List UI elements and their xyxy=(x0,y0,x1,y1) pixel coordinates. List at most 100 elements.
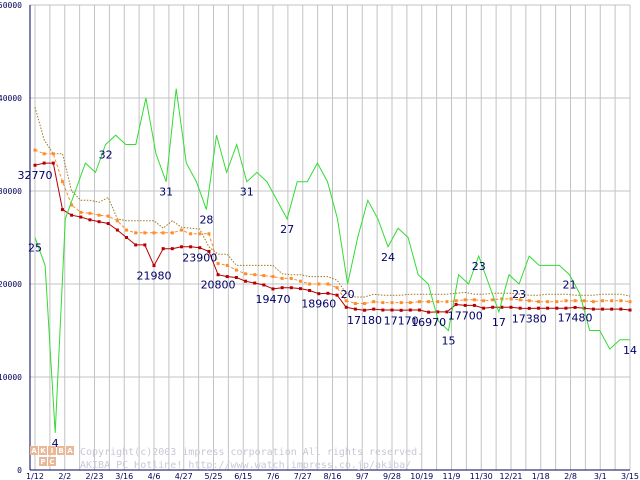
data-point xyxy=(445,300,449,304)
data-point xyxy=(610,299,614,303)
data-point xyxy=(363,302,367,306)
data-label: 25 xyxy=(28,242,42,255)
data-point xyxy=(60,208,64,212)
x-tick-label: 9/7 xyxy=(356,472,369,480)
data-point xyxy=(436,300,440,304)
data-label: 4 xyxy=(52,437,59,450)
logo-letter: B xyxy=(58,447,63,455)
data-point xyxy=(70,203,74,207)
data-point xyxy=(445,310,449,314)
data-point xyxy=(143,231,147,235)
data-point xyxy=(280,286,284,290)
data-point xyxy=(509,297,513,301)
data-point xyxy=(546,306,550,310)
data-point xyxy=(271,287,275,291)
series-line-minimum-price xyxy=(34,162,631,313)
data-point xyxy=(134,231,138,235)
data-point xyxy=(335,286,339,290)
data-point xyxy=(326,282,330,286)
data-point xyxy=(60,180,64,184)
data-point xyxy=(262,283,266,287)
data-point xyxy=(326,291,330,295)
logo-letter: P xyxy=(40,458,45,466)
data-point xyxy=(216,262,220,266)
data-label: 24 xyxy=(381,251,395,264)
x-axis: 1/12 2/2 2/23 3/16 4/6 4/27 5/25 6/15 7/6 7/27 8/1… xyxy=(26,472,639,480)
data-point xyxy=(42,161,46,165)
data-point xyxy=(70,213,74,217)
data-point xyxy=(115,228,119,232)
data-point xyxy=(106,214,110,218)
data-point xyxy=(51,161,55,165)
data-label: 17180 xyxy=(347,314,382,327)
data-point xyxy=(152,231,156,235)
data-point xyxy=(628,300,632,304)
data-point xyxy=(591,300,595,304)
data-point xyxy=(207,249,211,253)
data-point xyxy=(381,308,385,312)
x-tick-label: 3/16 xyxy=(115,472,133,480)
x-tick-label: 3/1 xyxy=(594,472,607,480)
data-point xyxy=(97,220,101,224)
data-point xyxy=(88,211,92,215)
data-point xyxy=(353,302,357,306)
data-point xyxy=(536,300,540,304)
copyright-line: Copyright(c)2003 impress corporation All… xyxy=(80,447,423,458)
data-point xyxy=(244,279,248,283)
data-point xyxy=(454,302,458,306)
y-tick-label: 0 xyxy=(17,466,22,475)
y-axis: 0 10000 20000 30000 40000 50000 xyxy=(0,1,22,475)
logo-block xyxy=(66,446,74,455)
data-point xyxy=(436,310,440,314)
data-label: 17480 xyxy=(558,311,593,324)
y-tick-label: 10000 xyxy=(0,373,22,382)
data-point xyxy=(88,218,92,222)
data-point xyxy=(234,275,238,279)
x-tick-label: 6/15 xyxy=(234,472,252,480)
data-point xyxy=(179,228,183,232)
data-label: 17 xyxy=(492,316,506,329)
data-point xyxy=(582,299,586,303)
logo-letter: A xyxy=(67,447,73,455)
series-line-average-price xyxy=(34,149,631,304)
x-tick-label: 8/16 xyxy=(324,472,342,480)
copyright-watermark: A K I B AP C Copyright(c)2003 impress corpora… xyxy=(30,446,423,471)
logo-block xyxy=(48,446,56,455)
x-tick-label: 5/25 xyxy=(205,472,223,480)
data-point xyxy=(207,232,211,236)
x-tick-label: 1/12 xyxy=(26,472,44,480)
data-point xyxy=(619,307,623,311)
data-point xyxy=(170,247,174,251)
data-point xyxy=(500,297,504,301)
data-point xyxy=(610,307,614,311)
data-point xyxy=(518,306,522,310)
data-point xyxy=(573,305,577,309)
data-point xyxy=(564,306,568,310)
x-tick-label: 2/23 xyxy=(86,472,104,480)
x-tick-label: 1/18 xyxy=(532,472,550,480)
logo-letter: C xyxy=(49,458,54,466)
data-point xyxy=(472,303,476,307)
data-point xyxy=(42,152,46,156)
x-tick-label: 4/27 xyxy=(175,472,193,480)
data-point xyxy=(125,236,129,239)
data-point xyxy=(225,275,229,279)
data-label: 21 xyxy=(562,279,576,292)
data-point xyxy=(509,305,513,309)
data-point xyxy=(408,308,412,312)
data-point xyxy=(454,299,458,303)
data-point xyxy=(189,245,193,249)
data-point xyxy=(518,298,522,302)
data-point xyxy=(601,299,605,303)
data-point xyxy=(198,232,202,236)
data-point xyxy=(582,306,586,310)
logo-letter: K xyxy=(40,447,46,455)
data-point xyxy=(353,307,357,311)
data-label: 17700 xyxy=(448,309,483,322)
data-point xyxy=(573,299,577,303)
data-point xyxy=(482,306,486,310)
data-point xyxy=(482,299,486,303)
data-point xyxy=(463,303,467,307)
data-point xyxy=(216,273,220,277)
x-tick-label: 11/30 xyxy=(470,472,493,480)
